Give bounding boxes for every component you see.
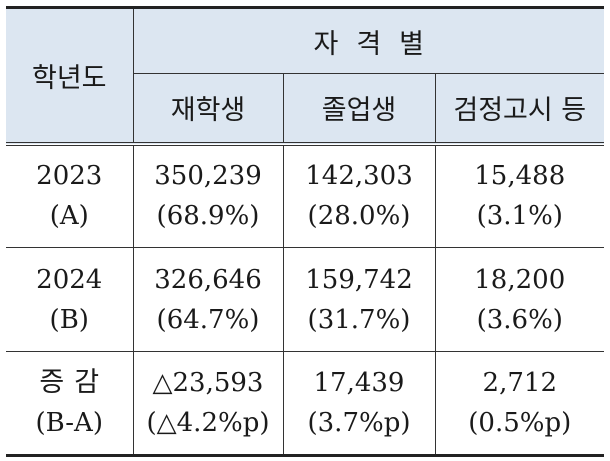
applicants-by-qualification-table: 학년도 자격별 재학생 졸업생 검정고시 등 2023 (A) 350,239 … bbox=[6, 6, 605, 457]
header-row-2: 재학생 졸업생 검정고시 등 bbox=[6, 73, 605, 146]
percent-value: (28.0%) bbox=[307, 201, 411, 232]
percent-value: (64.7%) bbox=[156, 304, 260, 335]
percent-value: (3.6%) bbox=[476, 304, 563, 335]
graduates-cell: 159,742 (31.7%) bbox=[282, 247, 436, 352]
year-code: (B) bbox=[49, 304, 89, 335]
count-value: 18,200 bbox=[474, 264, 566, 295]
column-header-enrolled: 재학생 bbox=[133, 73, 284, 146]
year-column-header: 학년도 bbox=[6, 6, 134, 146]
count-value: 326,646 bbox=[154, 264, 262, 295]
change-formula: (B-A) bbox=[35, 408, 103, 438]
column-header-graduates: 졸업생 bbox=[282, 73, 436, 146]
graduates-change-cell: 17,439 (3.7%p) bbox=[282, 351, 436, 457]
percent-value: (3.1%) bbox=[476, 201, 563, 232]
count-change: 17,439 bbox=[313, 368, 405, 398]
table-row-2024: 2024 (B) 326,646 (64.7%) 159,742 (31.7%)… bbox=[6, 247, 605, 352]
enrolled-cell: 350,239 (68.9%) bbox=[132, 143, 284, 248]
percent-change: (0.5%p) bbox=[468, 408, 572, 438]
header-row-1: 학년도 자격별 bbox=[6, 6, 605, 146]
percent-value: (68.9%) bbox=[156, 201, 260, 232]
change-label-cell: 증감 (B-A) bbox=[6, 351, 134, 457]
percent-change: (△4.2%p) bbox=[146, 408, 270, 438]
year-value: 2023 bbox=[36, 161, 103, 192]
year-cell: 2024 (B) bbox=[6, 247, 134, 352]
table-row-2023: 2023 (A) 350,239 (68.9%) 142,303 (28.0%)… bbox=[6, 143, 605, 248]
enrolled-cell: 326,646 (64.7%) bbox=[132, 247, 284, 352]
qualification-group-header: 자격별 bbox=[132, 6, 605, 74]
percent-value: (31.7%) bbox=[307, 304, 411, 335]
ged-etc-change-cell: 2,712 (0.5%p) bbox=[434, 351, 605, 457]
count-value: 15,488 bbox=[474, 161, 566, 192]
enrolled-change-cell: △23,593 (△4.2%p) bbox=[132, 351, 284, 457]
ged-etc-cell: 18,200 (3.6%) bbox=[434, 247, 605, 352]
year-value: 2024 bbox=[36, 264, 103, 295]
column-header-ged-etc: 검정고시 등 bbox=[434, 73, 605, 146]
percent-change: (3.7%p) bbox=[307, 408, 411, 438]
change-label: 증감 bbox=[39, 367, 110, 398]
year-cell: 2023 (A) bbox=[6, 143, 134, 248]
count-value: 159,742 bbox=[305, 264, 413, 295]
count-change: △23,593 bbox=[152, 368, 264, 398]
table-row-change: 증감 (B-A) △23,593 (△4.2%p) 17,439 (3.7%p)… bbox=[6, 351, 605, 457]
count-change: 2,712 bbox=[482, 368, 557, 398]
count-value: 142,303 bbox=[305, 161, 413, 192]
ged-etc-cell: 15,488 (3.1%) bbox=[434, 143, 605, 248]
year-code: (A) bbox=[49, 201, 89, 232]
count-value: 350,239 bbox=[154, 161, 262, 192]
graduates-cell: 142,303 (28.0%) bbox=[282, 143, 436, 248]
